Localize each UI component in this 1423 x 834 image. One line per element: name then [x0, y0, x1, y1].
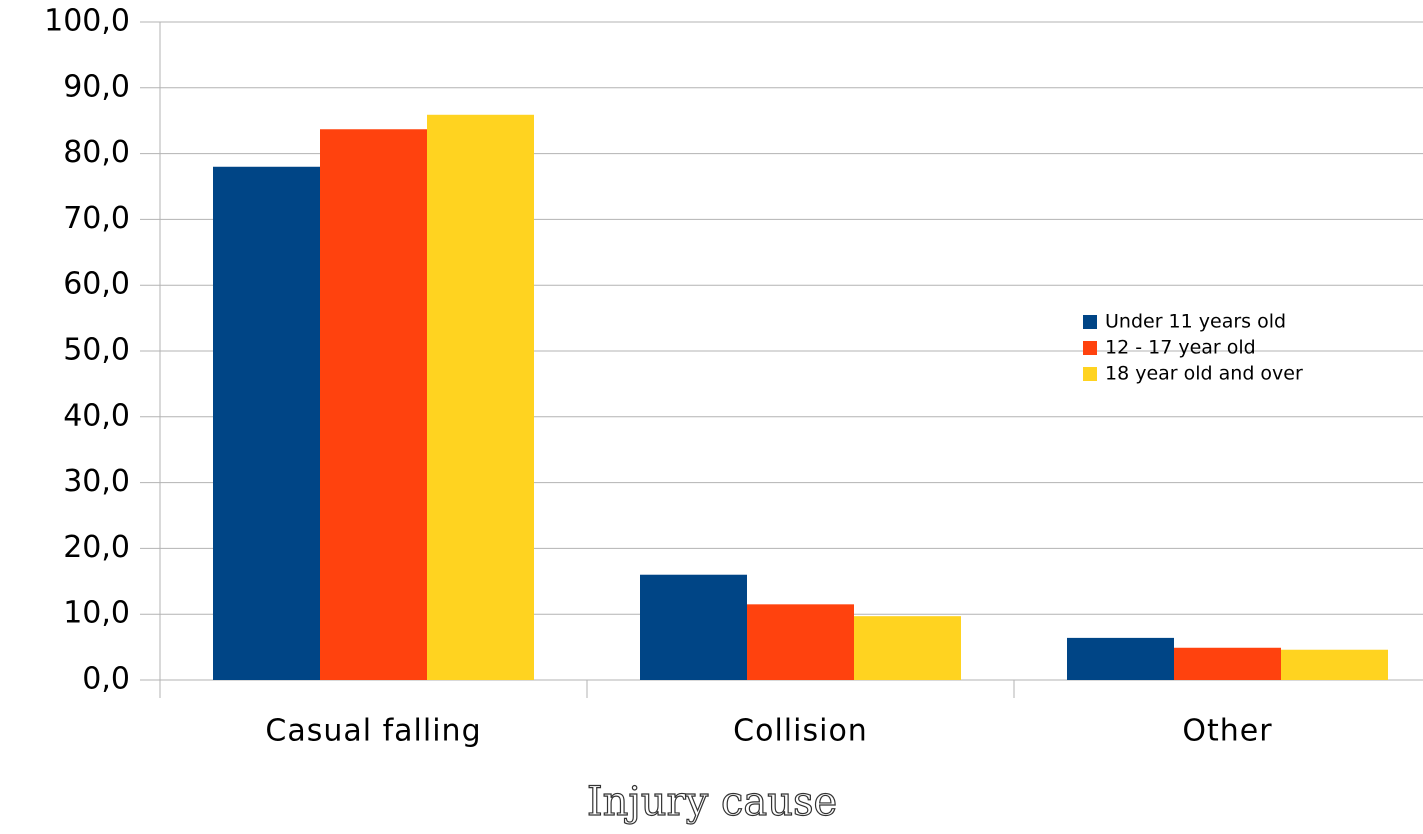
x-tick-label: Casual falling — [265, 714, 481, 749]
bar — [747, 604, 854, 680]
y-tick-label: 10,0 — [63, 596, 130, 631]
bar — [1281, 649, 1388, 680]
legend-label: 12 - 17 year old — [1105, 337, 1256, 359]
y-tick-label: 30,0 — [63, 464, 130, 499]
legend-swatch — [1083, 341, 1097, 355]
bar — [1174, 647, 1281, 680]
legend-swatch — [1083, 315, 1097, 329]
legend-label: Under 11 years old — [1105, 311, 1286, 333]
bar — [640, 574, 747, 680]
y-tick-label: 70,0 — [63, 201, 130, 236]
x-tick-label: Other — [1182, 714, 1272, 749]
y-tick-label: 90,0 — [63, 69, 130, 104]
y-tick-label: 60,0 — [63, 267, 130, 302]
legend-label: 18 year old and over — [1105, 363, 1303, 385]
legend-swatch — [1083, 367, 1097, 381]
bar — [427, 114, 534, 680]
bar — [320, 129, 427, 680]
bar — [213, 166, 320, 680]
y-tick-label: 100,0 — [44, 4, 130, 39]
y-tick-label: 0,0 — [82, 662, 130, 697]
y-tick-label: 80,0 — [63, 135, 130, 170]
x-axis-label: Injury cause — [587, 779, 837, 825]
y-tick-label: 20,0 — [63, 530, 130, 565]
bar — [854, 616, 961, 680]
y-tick-label: 50,0 — [63, 333, 130, 368]
x-tick-label: Collision — [733, 714, 868, 749]
y-tick-label: 40,0 — [63, 398, 130, 433]
bar — [1067, 637, 1174, 680]
